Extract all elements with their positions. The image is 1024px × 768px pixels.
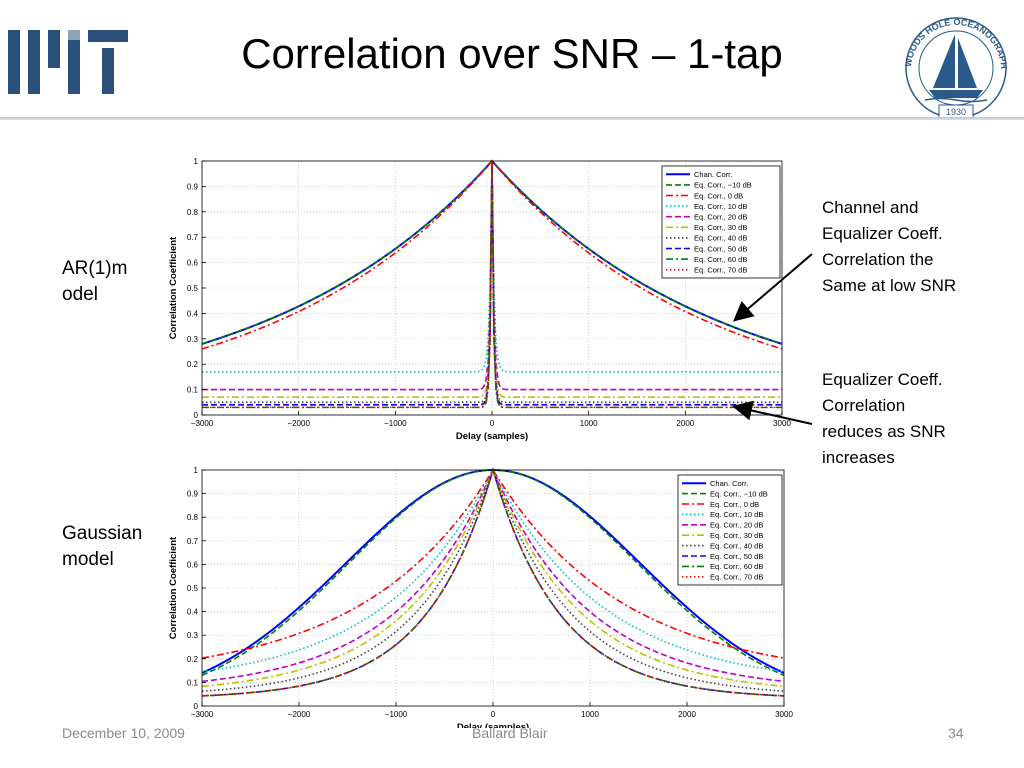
mit-logo-icon bbox=[8, 30, 128, 94]
y-tick-label: 0.5 bbox=[187, 284, 199, 293]
y-tick-label: 0.1 bbox=[187, 386, 199, 395]
x-axis-label: Delay (samples) bbox=[457, 722, 529, 728]
legend-entry-9: Eq. Corr., 70 dB bbox=[694, 266, 747, 275]
ar1-correlation-chart: −3000 −2000 −1000 0 1000 2000 3000 0 0.1 0.2 0.3 0.… bbox=[160, 150, 800, 442]
y-tick-label: 0 bbox=[194, 702, 199, 711]
y-tick-label: 0.6 bbox=[187, 560, 199, 569]
x-tick-label: 0 bbox=[491, 710, 496, 719]
footer-page-number: 34 bbox=[948, 725, 964, 741]
y-tick-label: 0.1 bbox=[187, 678, 199, 687]
x-tick-label: −3000 bbox=[191, 419, 214, 428]
legend-entry-0: Chan. Corr. bbox=[694, 170, 732, 179]
footer-date: December 10, 2009 bbox=[62, 725, 185, 741]
x-tick-label: −1000 bbox=[385, 710, 408, 719]
legend-entry-8: Eq. Corr., 60 dB bbox=[710, 562, 763, 571]
legend-entry-1: Eq. Corr., −10 dB bbox=[710, 489, 768, 498]
label-ar1-model: AR(1)m odel bbox=[62, 256, 127, 308]
legend-entry-5: Eq. Corr., 30 dB bbox=[694, 223, 747, 232]
y-tick-label: 0.3 bbox=[187, 631, 199, 640]
x-tick-label: 2000 bbox=[678, 710, 696, 719]
y-tick-label: 0.5 bbox=[187, 584, 199, 593]
x-tick-label: −1000 bbox=[384, 419, 407, 428]
label-gaussian-line: Gaussian model bbox=[62, 523, 143, 570]
x-tick-label: 1000 bbox=[580, 419, 598, 428]
title-divider bbox=[0, 117, 1024, 120]
gaussian-correlation-chart: −3000 −2000 −1000 0 1000 2000 3000 0 0.1 0.2 0.3 0.… bbox=[160, 458, 800, 728]
y-axis-label: Correlation Coefficient bbox=[168, 236, 179, 339]
legend-entry-6: Eq. Corr., 40 dB bbox=[710, 541, 763, 550]
series-line-3 bbox=[202, 160, 782, 373]
x-tick-label: 2000 bbox=[676, 419, 694, 428]
y-tick-label: 1 bbox=[194, 466, 199, 475]
legend-entry-5: Eq. Corr., 30 dB bbox=[710, 531, 763, 540]
legend-entry-9: Eq. Corr., 70 dB bbox=[710, 573, 763, 582]
label-ar1-line: AR(1)m odel bbox=[62, 258, 128, 305]
x-tick-label: −2000 bbox=[287, 419, 310, 428]
whoi-year: 1930 bbox=[946, 107, 966, 117]
legend-entry-7: Eq. Corr., 50 dB bbox=[710, 552, 763, 561]
series-line-6 bbox=[202, 160, 782, 404]
legend-entry-0: Chan. Corr. bbox=[710, 479, 748, 488]
legend-entry-8: Eq. Corr., 60 dB bbox=[694, 255, 747, 264]
x-tick-label: 1000 bbox=[581, 710, 599, 719]
legend-entry-1: Eq. Corr., −10 dB bbox=[694, 181, 752, 190]
y-axis-label: Correlation Coefficient bbox=[168, 536, 179, 639]
x-axis-label: Delay (samples) bbox=[456, 431, 528, 442]
series-line-5 bbox=[201, 467, 785, 688]
legend-entry-3: Eq. Corr., 10 dB bbox=[694, 202, 747, 211]
series-line-9 bbox=[201, 467, 785, 697]
legend-entry-4: Eq. Corr., 20 dB bbox=[694, 213, 747, 222]
slide-title: Correlation over SNR – 1-tap bbox=[241, 30, 783, 77]
legend-entry-2: Eq. Corr., 0 dB bbox=[710, 500, 759, 509]
y-tick-label: 1 bbox=[194, 157, 199, 166]
y-tick-label: 0.2 bbox=[187, 655, 199, 664]
chart-legend: Chan. Corr.Eq. Corr., −10 dB Eq. Corr., 0… bbox=[677, 474, 783, 586]
legend-entry-3: Eq. Corr., 10 dB bbox=[710, 510, 763, 519]
footer-author: Ballard Blair bbox=[472, 725, 548, 741]
legend-entry-7: Eq. Corr., 50 dB bbox=[694, 244, 747, 253]
whoi-logo-icon: WOODS HOLE OCEANOGRAPHIC INSTITUTION 193… bbox=[895, 8, 1009, 119]
x-tick-label: −3000 bbox=[191, 710, 214, 719]
legend-entry-2: Eq. Corr., 0 dB bbox=[694, 191, 743, 200]
legend-entry-6: Eq. Corr., 40 dB bbox=[694, 234, 747, 243]
y-tick-label: 0.9 bbox=[187, 490, 199, 499]
legend-entry-4: Eq. Corr., 20 dB bbox=[710, 521, 763, 530]
y-tick-label: 0.9 bbox=[187, 182, 199, 191]
label-gaussian-model: Gaussian model bbox=[62, 521, 142, 573]
y-tick-label: 0.8 bbox=[187, 513, 199, 522]
y-tick-label: 0.6 bbox=[187, 259, 199, 268]
y-tick-label: 0 bbox=[194, 411, 199, 420]
x-tick-label: 3000 bbox=[773, 419, 791, 428]
series-line-2 bbox=[201, 468, 785, 659]
y-tick-label: 0.8 bbox=[187, 208, 199, 217]
x-tick-label: 3000 bbox=[775, 710, 793, 719]
y-tick-label: 0.7 bbox=[187, 233, 199, 242]
y-tick-label: 0.4 bbox=[187, 608, 199, 617]
note-high-snr: Equalizer Coeff. Correlation reduces as … bbox=[822, 370, 946, 467]
x-tick-label: −2000 bbox=[288, 710, 311, 719]
y-tick-label: 0.7 bbox=[187, 537, 199, 546]
x-tick-label: 0 bbox=[490, 419, 495, 428]
y-tick-label: 0.2 bbox=[187, 360, 199, 369]
note-low-snr: Channel and Equalizer Coeff. Correlation… bbox=[822, 198, 957, 295]
y-tick-label: 0.4 bbox=[187, 309, 199, 318]
y-tick-label: 0.3 bbox=[187, 335, 199, 344]
